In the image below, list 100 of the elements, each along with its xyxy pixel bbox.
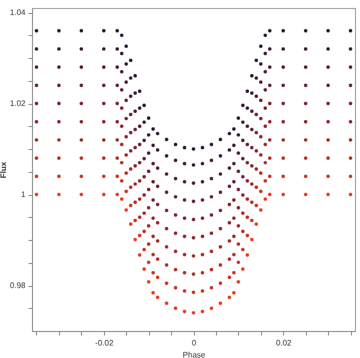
- point: [210, 195, 214, 199]
- point: [246, 160, 250, 164]
- point: [120, 160, 124, 164]
- point: [268, 102, 272, 106]
- point: [57, 192, 61, 196]
- point: [250, 218, 254, 222]
- point: [250, 146, 254, 150]
- point: [174, 195, 178, 199]
- point: [348, 29, 352, 32]
- point: [120, 179, 124, 183]
- point: [200, 162, 204, 166]
- point: [232, 271, 236, 274]
- point: [57, 29, 61, 32]
- point: [182, 234, 186, 238]
- point: [138, 160, 142, 164]
- point: [151, 162, 155, 166]
- point: [200, 310, 204, 314]
- point: [151, 198, 155, 202]
- point: [128, 222, 132, 226]
- point: [164, 282, 168, 285]
- point: [200, 180, 204, 184]
- point: [80, 156, 84, 160]
- point: [120, 124, 124, 128]
- point: [146, 151, 150, 155]
- point: [232, 180, 236, 184]
- point: [164, 138, 168, 142]
- point: [151, 216, 155, 220]
- point: [250, 164, 254, 168]
- point: [241, 138, 245, 142]
- point: [102, 120, 106, 124]
- point: [164, 190, 168, 194]
- point: [200, 271, 204, 274]
- point: [164, 245, 168, 249]
- point: [34, 138, 38, 142]
- point: [34, 102, 38, 106]
- point: [268, 84, 272, 88]
- point: [138, 234, 142, 238]
- point: [128, 186, 132, 189]
- point: [304, 65, 308, 69]
- point: [232, 252, 236, 256]
- point: [236, 206, 240, 210]
- x-tick-label: -0.02: [95, 338, 114, 348]
- point: [174, 250, 178, 254]
- point: [246, 142, 250, 146]
- point: [120, 52, 124, 56]
- point: [80, 84, 84, 88]
- point: [232, 198, 236, 202]
- point: [192, 147, 196, 151]
- point: [281, 47, 285, 51]
- point: [142, 193, 146, 197]
- point: [124, 190, 128, 194]
- point: [102, 174, 106, 178]
- point: [268, 47, 272, 51]
- point: [34, 174, 38, 178]
- point: [102, 102, 106, 106]
- point: [182, 216, 186, 220]
- point: [102, 192, 106, 196]
- point: [146, 224, 150, 228]
- point: [34, 29, 38, 32]
- point: [80, 65, 84, 69]
- point: [326, 156, 330, 160]
- point: [57, 138, 61, 142]
- point: [133, 218, 137, 222]
- y-tick-label: 1.04: [10, 8, 26, 18]
- point: [254, 58, 258, 62]
- point: [156, 202, 160, 206]
- point: [34, 120, 38, 124]
- point: [241, 104, 245, 108]
- point: [192, 311, 196, 315]
- point: [236, 116, 240, 120]
- point: [326, 65, 330, 69]
- point: [304, 138, 308, 142]
- point: [156, 132, 160, 136]
- point: [264, 34, 268, 38]
- point: [156, 221, 160, 224]
- point: [34, 156, 38, 160]
- point: [264, 197, 268, 201]
- point: [80, 174, 84, 178]
- point: [264, 106, 268, 110]
- point: [259, 153, 263, 157]
- point: [281, 84, 285, 88]
- point: [326, 84, 330, 88]
- point: [254, 94, 258, 98]
- point: [268, 120, 272, 124]
- point: [128, 204, 132, 208]
- point: [57, 47, 61, 51]
- point: [268, 174, 272, 178]
- y-tick-label: 1: [21, 190, 26, 200]
- point: [241, 248, 245, 252]
- point: [174, 306, 178, 310]
- point: [182, 271, 186, 274]
- point: [116, 47, 119, 51]
- point: [151, 144, 155, 148]
- point: [236, 170, 240, 174]
- point: [164, 226, 168, 230]
- point: [138, 216, 142, 219]
- point: [304, 156, 308, 160]
- point: [254, 76, 258, 80]
- point: [348, 47, 352, 51]
- point: [57, 174, 61, 178]
